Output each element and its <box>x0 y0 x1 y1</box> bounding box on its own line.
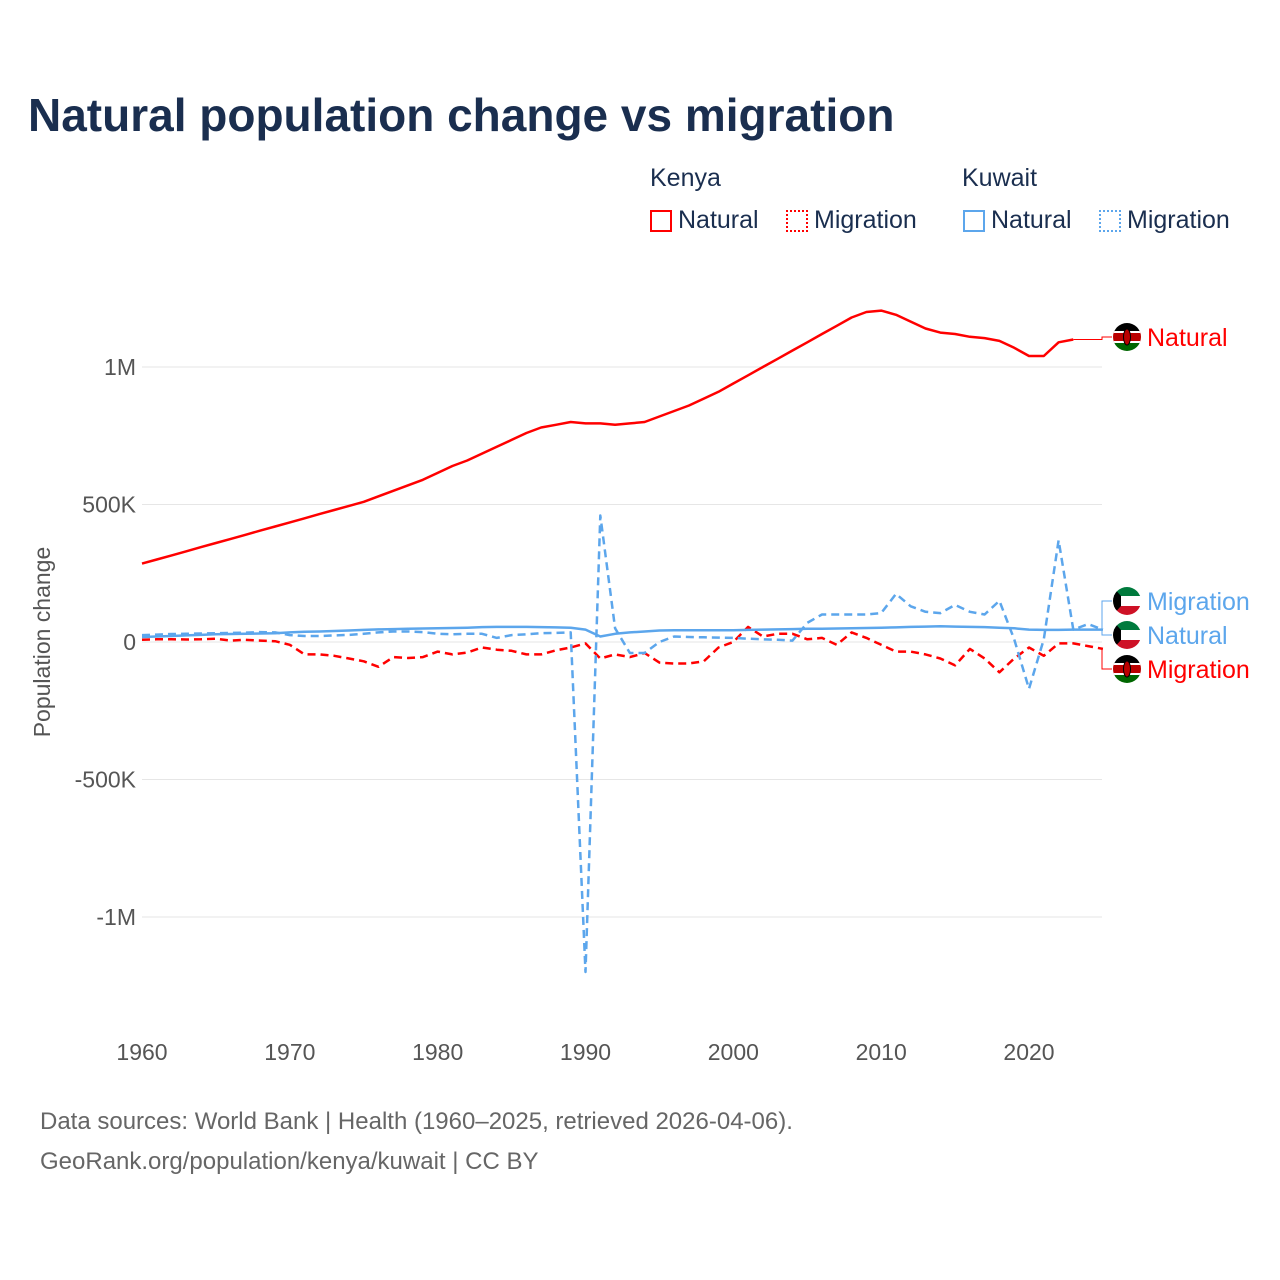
legend-kenya-natural[interactable]: Natural <box>650 206 759 235</box>
kenya-flag-icon <box>1112 654 1142 684</box>
label-connector <box>1101 629 1112 636</box>
legend-kuwait-migration[interactable]: Migration <box>1099 206 1230 235</box>
legend-swatch-solid <box>963 209 985 232</box>
legend-label: Migration <box>1127 206 1230 234</box>
x-tick-label: 2010 <box>856 1039 907 1065</box>
series-line-kenya-natural[interactable] <box>141 309 1074 565</box>
y-tick-label: 500K <box>82 492 136 518</box>
series-line-kuwait-migration[interactable] <box>141 514 1104 974</box>
end-label: Migration <box>1147 588 1250 616</box>
legend-label: Natural <box>991 206 1072 234</box>
label-connector <box>1101 648 1112 670</box>
legend-label: Migration <box>814 206 917 234</box>
legend-swatch-dotted <box>786 209 808 232</box>
source-line-2[interactable]: GeoRank.org/population/kenya/kuwait | CC… <box>40 1148 539 1175</box>
end-label: Natural <box>1147 622 1228 650</box>
x-tick-label: 1980 <box>412 1039 463 1065</box>
y-tick-label: -1M <box>96 904 136 930</box>
legend-label: Natural <box>678 206 759 234</box>
y-axis-label: Population change <box>29 547 55 738</box>
end-label: Natural <box>1147 324 1228 352</box>
chart-title: Natural population change vs migration <box>28 89 895 141</box>
legend-swatch-solid <box>650 209 672 232</box>
legend-kuwait-natural[interactable]: Natural <box>963 206 1072 235</box>
x-tick-label: 2000 <box>708 1039 759 1065</box>
source-line-1: Data sources: World Bank | Health (1960–… <box>40 1108 793 1135</box>
kuwait-flag-icon <box>1112 586 1142 616</box>
x-tick-label: 1970 <box>264 1039 315 1065</box>
x-tick-label: 1960 <box>116 1039 167 1065</box>
legend-group-kenya: Kenya <box>650 164 721 192</box>
label-connector <box>1101 600 1112 631</box>
kenya-flag-icon <box>1112 322 1142 352</box>
legend-group-kuwait: Kuwait <box>962 164 1038 192</box>
x-tick-label: 2020 <box>1003 1039 1054 1065</box>
series-line-kenya-migration[interactable] <box>141 625 1104 674</box>
x-tick-label: 1990 <box>560 1039 611 1065</box>
y-tick-label: 1M <box>104 354 136 380</box>
end-label: Migration <box>1147 656 1250 684</box>
y-tick-label: -500K <box>75 767 137 793</box>
y-tick-label: 0 <box>123 629 136 655</box>
legend-kenya-migration[interactable]: Migration <box>786 206 917 235</box>
kuwait-flag-icon <box>1112 620 1142 650</box>
label-connector <box>1073 336 1112 340</box>
legend-swatch-dotted <box>1099 209 1121 232</box>
series-line-kuwait-natural[interactable] <box>141 625 1103 639</box>
